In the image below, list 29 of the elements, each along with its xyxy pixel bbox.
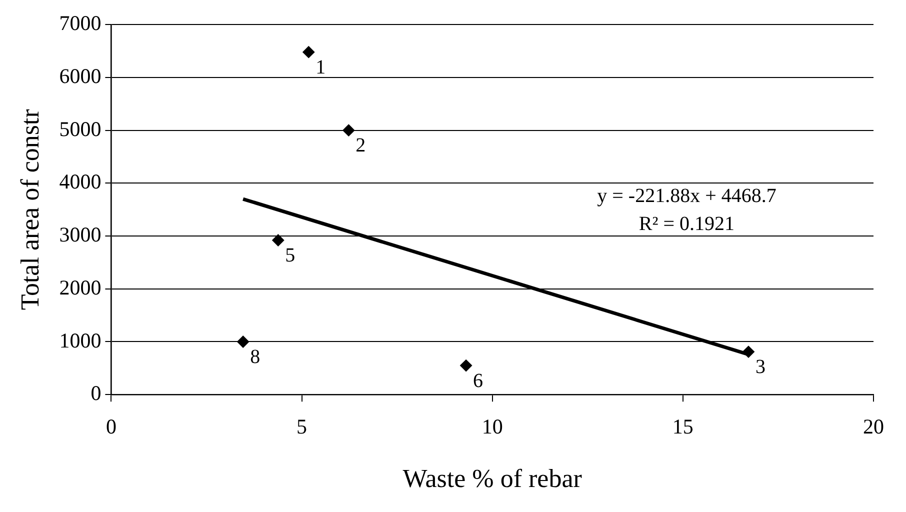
- y-tick-label: 4000: [59, 170, 102, 194]
- y-tick-label: 1000: [59, 328, 102, 352]
- y-tick-label: 2000: [59, 275, 102, 300]
- annotation: 3: [755, 356, 766, 378]
- y-tick-label: 0: [90, 381, 102, 406]
- annotation: y = -221.88x + 4468.7: [597, 184, 776, 207]
- annotation: 2: [356, 134, 366, 157]
- y-axis-title: Total area of constr: [15, 108, 44, 310]
- point: [342, 124, 355, 136]
- point: [272, 234, 284, 246]
- annotation: 6: [473, 370, 484, 392]
- y-tick-label: 5000: [59, 116, 102, 141]
- x-axis-title: Waste % of rebar: [402, 464, 582, 494]
- x-tick-label: 0: [106, 414, 116, 439]
- y-tick-label: 3000: [59, 222, 102, 247]
- point: [302, 46, 315, 58]
- x-tick-label: 10: [482, 414, 503, 439]
- x-tick-label: 15: [672, 414, 694, 439]
- x-tick-label: 5: [296, 414, 308, 439]
- point: [237, 336, 250, 348]
- annotation: R² = 0.1921: [638, 212, 735, 235]
- annotation: 1: [316, 56, 326, 78]
- annotation: 5: [285, 244, 296, 267]
- annotation: 8: [250, 346, 260, 368]
- x-tick-label: 20: [863, 414, 884, 439]
- y-tick-label: 7000: [59, 11, 102, 36]
- point: [742, 346, 754, 358]
- y-tick-label: 6000: [59, 64, 102, 88]
- point: [460, 360, 472, 372]
